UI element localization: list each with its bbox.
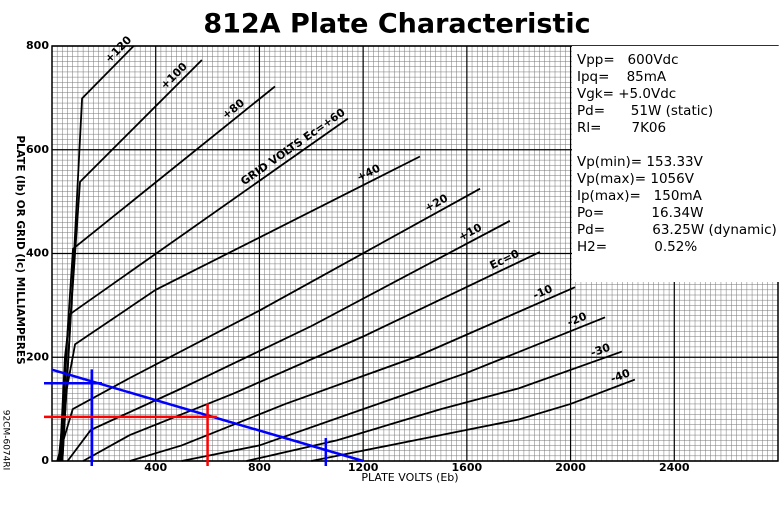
result-line: H2= 0.52% (577, 239, 697, 255)
y-tick-label: 600 (26, 143, 49, 156)
plate-curve (181, 316, 606, 462)
y-tick-label: 0 (41, 454, 49, 467)
side-note: 92CM-6074RI (1, 410, 11, 471)
result-line: Vp(max)= 1056V (577, 171, 695, 187)
plate-curve (246, 350, 623, 462)
plate-curve (129, 286, 576, 462)
y-tick-label: 400 (26, 247, 49, 260)
chart-title: 812A Plate Characteristic (203, 9, 590, 40)
curve-label: -30 (589, 341, 612, 360)
result-line: Ip(max)= 150mA (577, 188, 703, 204)
result-line: Pd= 63.25W (dynamic) (577, 222, 777, 238)
plate-curve (60, 85, 276, 462)
plate-curve (311, 378, 636, 462)
param-line: Vgk= +5.0Vdc (577, 86, 676, 102)
overlay (44, 368, 364, 466)
plate-curve (57, 155, 421, 462)
result-line: Po= 16.34W (577, 205, 703, 221)
param-line: Vpp= 600Vdc (577, 52, 679, 68)
y-tick-label: 200 (26, 350, 49, 363)
x-tick-label: 1600 (452, 461, 483, 474)
info-panel (572, 46, 784, 282)
x-tick-label: 800 (248, 461, 271, 474)
result-line: Vp(min)= 153.33V (577, 154, 704, 170)
param-line: Pd= 51W (static) (577, 103, 713, 119)
plate-curve (82, 251, 541, 462)
x-tick-label: 2000 (555, 461, 586, 474)
x-tick-label: 1200 (348, 461, 379, 474)
plate-curve (56, 187, 481, 462)
y-tick-label: 800 (26, 39, 49, 52)
plate-curve (58, 117, 349, 462)
y-axis-label: PLATE (Ib) OR GRID (Ic) MILLIAMPERES (14, 135, 26, 364)
x-axis-label: PLATE VOLTS (Eb) (361, 471, 458, 484)
x-tick-label: 2400 (659, 461, 690, 474)
param-line: Ipq= 85mA (577, 69, 667, 85)
x-tick-label: 400 (144, 461, 167, 474)
plate-curve (66, 220, 511, 462)
param-line: Rl= 7K06 (577, 120, 666, 136)
